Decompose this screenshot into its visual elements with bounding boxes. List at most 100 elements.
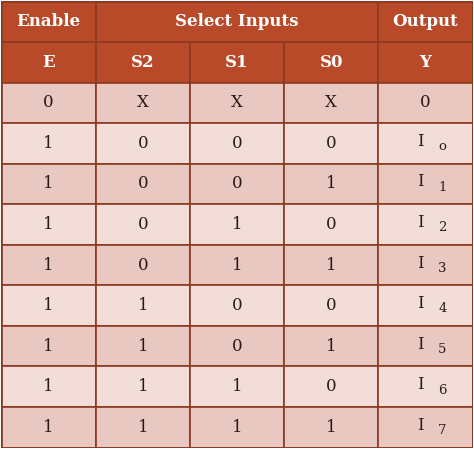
Text: X: X — [137, 94, 149, 111]
Bar — [1, 42, 96, 83]
Bar — [378, 245, 473, 286]
Text: 1: 1 — [137, 419, 148, 436]
Bar — [284, 366, 378, 407]
Text: 1: 1 — [137, 297, 148, 314]
Text: I: I — [418, 295, 424, 312]
Text: Y: Y — [419, 54, 431, 71]
Bar — [1, 407, 96, 448]
Text: 0: 0 — [326, 216, 337, 233]
Text: S2: S2 — [131, 54, 155, 71]
Text: I: I — [418, 376, 424, 393]
Text: 1: 1 — [43, 338, 54, 355]
Bar — [96, 286, 190, 326]
Text: 0: 0 — [232, 297, 242, 314]
Text: 0: 0 — [232, 338, 242, 355]
Text: 0: 0 — [326, 135, 337, 152]
Text: I: I — [418, 417, 424, 434]
Text: I: I — [418, 173, 424, 190]
Bar — [190, 83, 284, 123]
Bar — [96, 163, 190, 204]
Text: 0: 0 — [326, 297, 337, 314]
Bar — [96, 204, 190, 245]
Text: 1: 1 — [232, 419, 242, 436]
Text: 1: 1 — [43, 216, 54, 233]
Bar — [190, 204, 284, 245]
Bar — [284, 83, 378, 123]
Text: 1: 1 — [43, 419, 54, 436]
Bar — [190, 326, 284, 366]
Text: 3: 3 — [438, 262, 447, 275]
Text: 1: 1 — [43, 297, 54, 314]
Bar — [1, 123, 96, 163]
Text: 1: 1 — [326, 419, 337, 436]
Text: S1: S1 — [225, 54, 249, 71]
Text: 1: 1 — [137, 338, 148, 355]
Text: E: E — [42, 54, 55, 71]
Text: 1: 1 — [232, 256, 242, 273]
Text: 4: 4 — [438, 302, 447, 315]
Text: 1: 1 — [137, 378, 148, 395]
Text: 1: 1 — [43, 256, 54, 273]
Bar — [378, 204, 473, 245]
Text: 1: 1 — [43, 176, 54, 193]
Bar — [378, 42, 473, 83]
Bar — [190, 42, 284, 83]
Text: I: I — [418, 133, 424, 150]
Text: 7: 7 — [438, 424, 447, 437]
Bar — [1, 204, 96, 245]
Bar — [378, 407, 473, 448]
Bar — [284, 163, 378, 204]
Bar — [284, 407, 378, 448]
Text: X: X — [231, 94, 243, 111]
Text: Output: Output — [392, 13, 458, 30]
Text: 0: 0 — [43, 94, 54, 111]
Bar — [1, 83, 96, 123]
Bar — [1, 366, 96, 407]
Bar — [378, 83, 473, 123]
Text: 2: 2 — [438, 221, 447, 234]
Text: I: I — [418, 336, 424, 352]
Text: 1: 1 — [43, 135, 54, 152]
Bar — [190, 123, 284, 163]
Text: 0: 0 — [420, 94, 431, 111]
Text: 0: 0 — [326, 378, 337, 395]
Bar — [96, 326, 190, 366]
Bar — [96, 42, 190, 83]
Text: 0: 0 — [137, 176, 148, 193]
Bar — [284, 286, 378, 326]
Text: 6: 6 — [438, 383, 447, 396]
Text: o: o — [438, 140, 447, 153]
Bar — [1, 245, 96, 286]
Text: 0: 0 — [137, 216, 148, 233]
Bar — [284, 204, 378, 245]
Text: 5: 5 — [438, 343, 447, 356]
Bar — [96, 1, 378, 42]
Bar — [96, 366, 190, 407]
Bar — [96, 83, 190, 123]
Text: I: I — [418, 214, 424, 231]
Text: 1: 1 — [232, 216, 242, 233]
Bar — [284, 123, 378, 163]
Bar — [190, 286, 284, 326]
Text: Select Inputs: Select Inputs — [175, 13, 299, 30]
Text: 0: 0 — [137, 256, 148, 273]
Bar — [284, 326, 378, 366]
Bar — [190, 407, 284, 448]
Bar — [96, 407, 190, 448]
Text: 0: 0 — [232, 135, 242, 152]
Bar — [1, 286, 96, 326]
Text: 1: 1 — [438, 180, 447, 194]
Text: 0: 0 — [232, 176, 242, 193]
Bar — [96, 245, 190, 286]
Text: 1: 1 — [326, 338, 337, 355]
Text: S0: S0 — [319, 54, 343, 71]
Bar — [378, 1, 473, 42]
Bar — [378, 123, 473, 163]
Text: Enable: Enable — [17, 13, 81, 30]
Text: 1: 1 — [326, 176, 337, 193]
Text: I: I — [418, 255, 424, 272]
Bar — [1, 1, 96, 42]
Text: 1: 1 — [326, 256, 337, 273]
Bar — [378, 286, 473, 326]
Bar — [1, 163, 96, 204]
